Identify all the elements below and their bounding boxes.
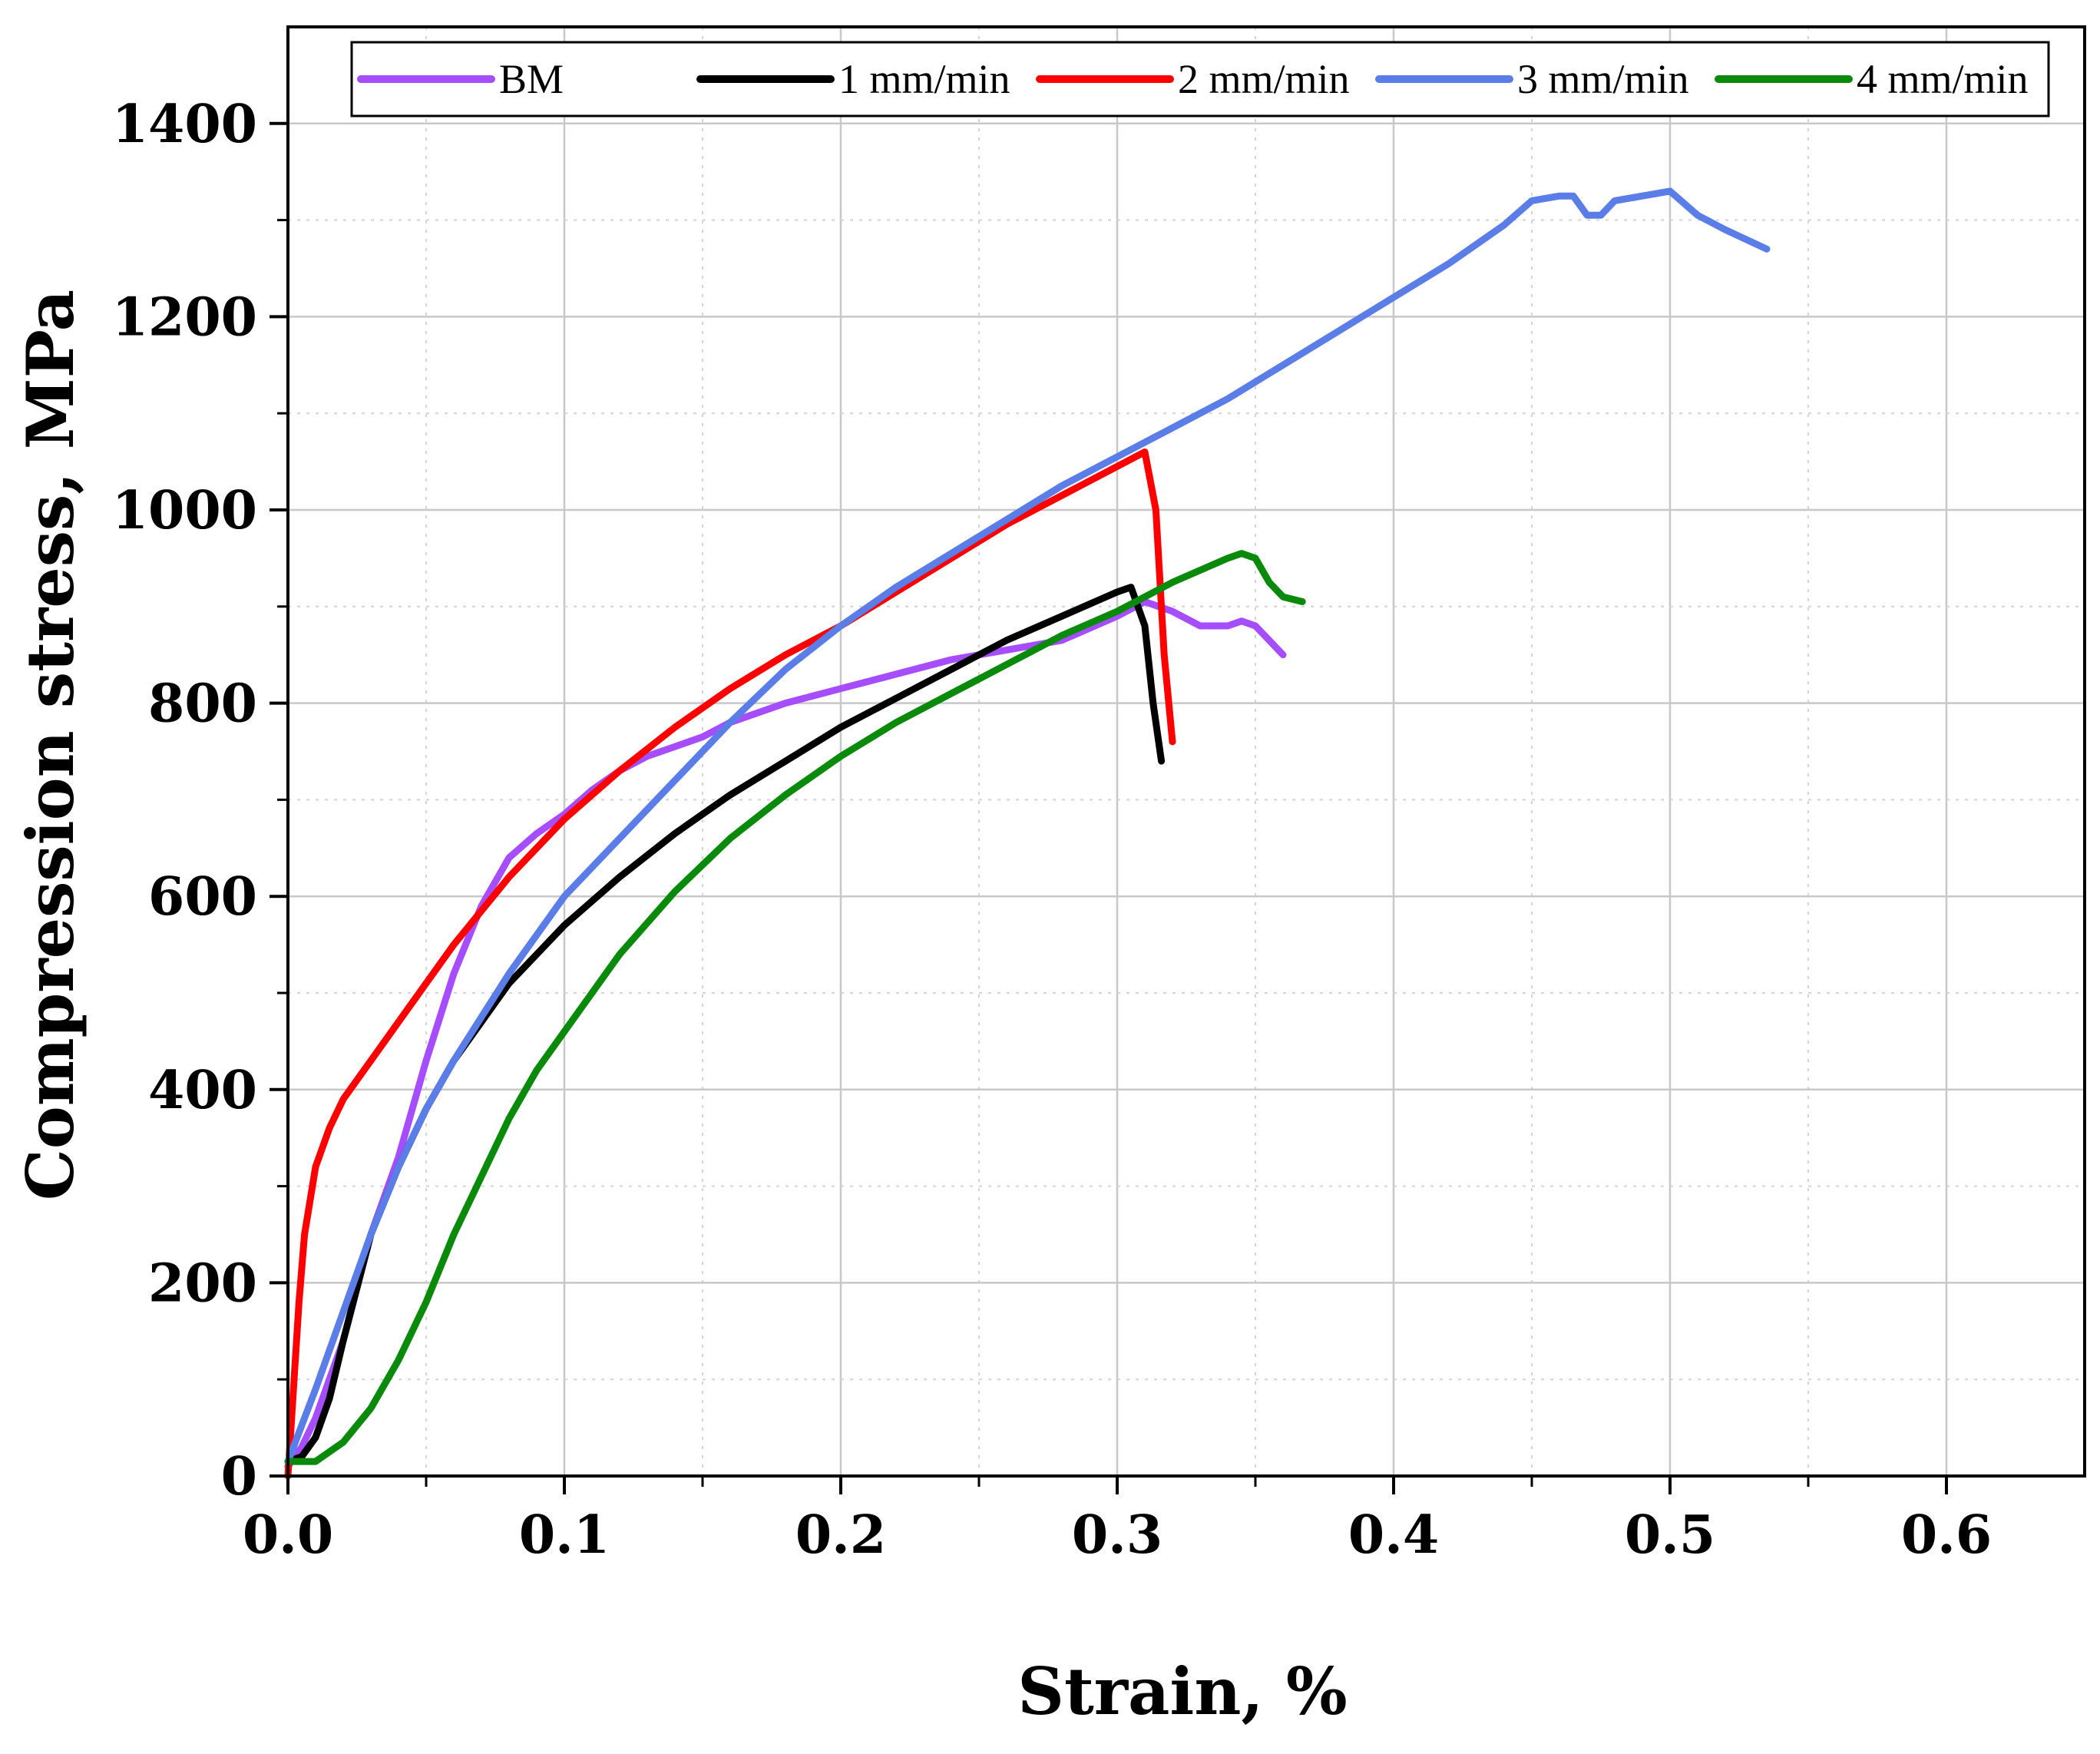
grid (288, 27, 2085, 1476)
x-axis-title: Strain, % (1017, 1653, 1347, 1729)
series-line-2 (284, 448, 1176, 1480)
y-tick-label: 1400 (112, 94, 257, 155)
x-tick-label: 0.5 (1625, 1504, 1715, 1566)
data-series (284, 187, 1771, 1480)
y-axis-title: Compression stress, MPa (12, 290, 88, 1200)
x-tick-label: 0.0 (243, 1504, 333, 1566)
x-tick-label: 0.2 (795, 1504, 886, 1566)
x-tick-label: 0.6 (1901, 1504, 1992, 1566)
y-tick-label: 400 (148, 1060, 257, 1121)
y-tick-label: 600 (148, 866, 257, 928)
x-tick-label: 0.1 (519, 1504, 610, 1566)
series-line-0 (284, 598, 1287, 1470)
legend-label-0: BM (499, 56, 564, 102)
y-tick-label: 800 (148, 673, 257, 735)
y-tick-label: 0 (221, 1446, 257, 1507)
legend-label-2: 2 mm/min (1178, 56, 1350, 102)
y-tick-label: 200 (148, 1253, 257, 1314)
plot-frame (286, 25, 2086, 1478)
legend: BM 1 mm/min 2 mm/min 3 mm/min 4 mm/min (350, 41, 2050, 117)
x-tick-label: 0.4 (1348, 1504, 1439, 1566)
y-tick-label: 1000 (112, 480, 257, 541)
axes: 0.0 0.1 0.2 0.3 0.4 0.5 0.6 0 200 400 600 800 1000 12… (112, 25, 2086, 1566)
legend-label-4: 4 mm/min (1857, 56, 2029, 102)
x-tick-label: 0.3 (1072, 1504, 1162, 1566)
legend-label-3: 3 mm/min (1517, 56, 1689, 102)
series-line-4 (284, 550, 1306, 1465)
series-line-1 (284, 584, 1166, 1465)
legend-label-1: 1 mm/min (838, 56, 1010, 102)
y-tick-label: 1200 (112, 286, 257, 348)
series-line-3 (284, 187, 1771, 1465)
